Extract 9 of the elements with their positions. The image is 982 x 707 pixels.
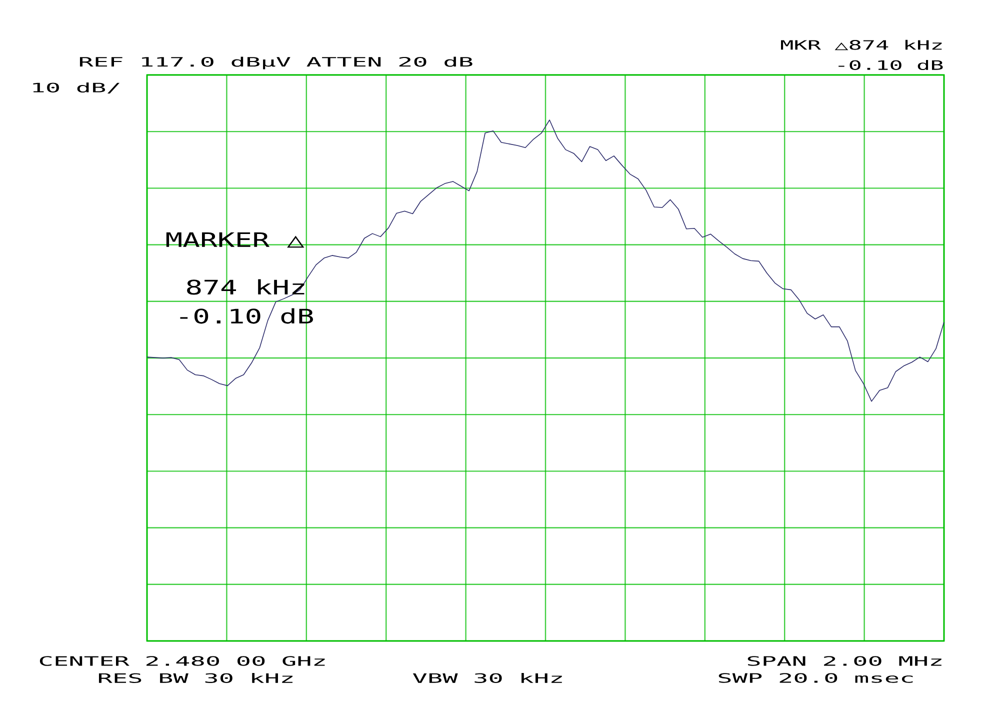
text: SPAN 2.00 MHz: [748, 656, 942, 666]
text: -0.10 dB: [838, 60, 943, 70]
text: MKR △874 kHz: [781, 40, 942, 50]
text: CENTER 2.480 00 GHz: [40, 656, 325, 666]
text: VBW 30 kHz: [412, 672, 562, 683]
text: 10 dB/: [33, 82, 120, 94]
text: RES BW 30 kHz: [98, 672, 292, 683]
text: SWP 20.0 msec: [718, 673, 913, 683]
text: REF 117.0 dBµV ATTEN 20 dB: [80, 56, 472, 70]
